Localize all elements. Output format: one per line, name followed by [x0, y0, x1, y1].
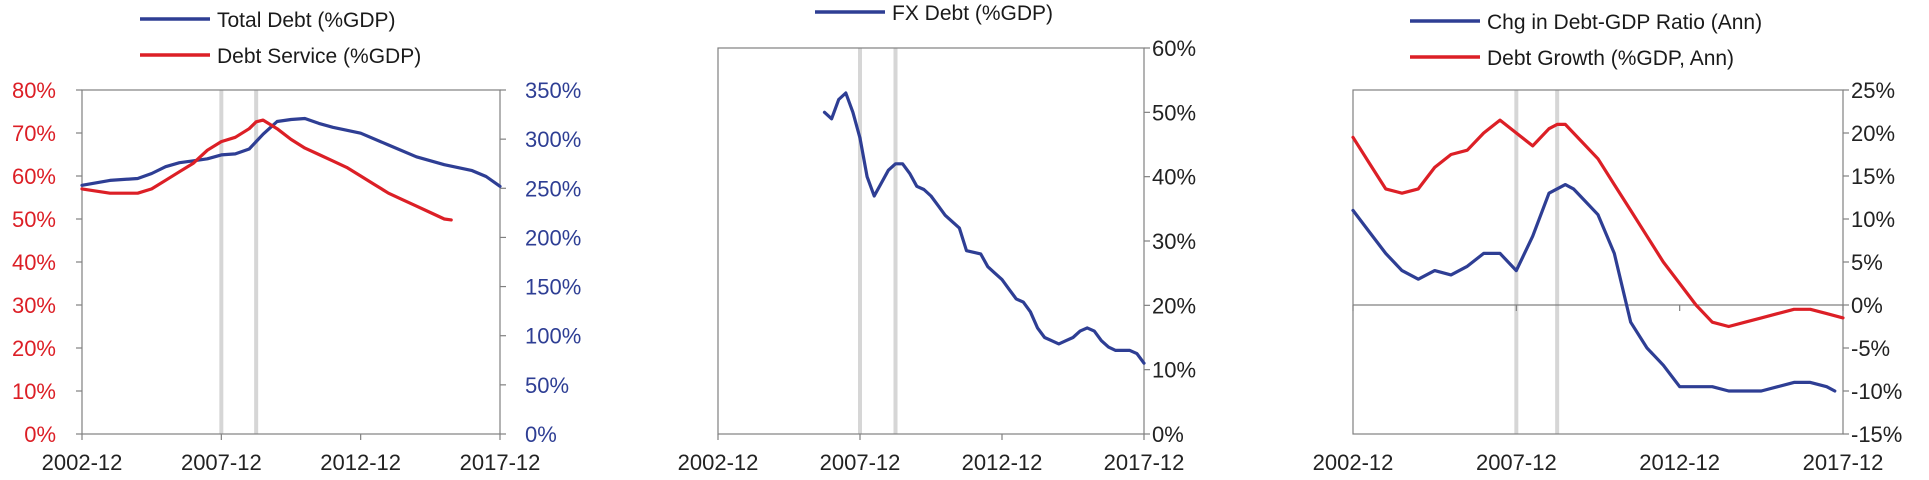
left-tick-label: 0%	[24, 422, 56, 447]
x-tick-label: 2007-12	[181, 450, 262, 475]
series-line-debt-service-gdp	[80, 118, 453, 222]
x-tick-label: 2007-12	[1476, 450, 1557, 475]
right-tick-label: 5%	[1851, 250, 1883, 275]
left-tick-label: 30%	[12, 293, 56, 318]
right-tick-label: 0%	[525, 422, 557, 447]
right-tick-label: 40%	[1152, 165, 1196, 190]
right-tick-label: 50%	[525, 373, 569, 398]
right-tick-label: -5%	[1851, 336, 1890, 361]
right-tick-label: 350%	[525, 78, 581, 103]
x-tick-label: 2002-12	[1313, 450, 1394, 475]
legend-label: FX Debt (%GDP)	[892, 2, 1053, 25]
legend-label: Debt Growth (%GDP, Ann)	[1487, 47, 1734, 70]
plot-frame	[1352, 89, 1844, 435]
plot-frame	[81, 89, 501, 435]
right-tick-label: 10%	[1851, 207, 1895, 232]
left-tick-label: 50%	[12, 207, 56, 232]
right-tick-label: 250%	[525, 176, 581, 201]
left-tick-label: 20%	[12, 336, 56, 361]
chart-panel-fx-debt: 2002-12 2007-12 2012-12 2017-12 0% 10% 20% 30% 4…	[678, 2, 1196, 475]
chart-panel-debt-change: 2002-12 2007-12 2012-12 2017-12 -15% -10% -5% 0…	[1313, 11, 1903, 475]
series-line-total-debt-gdp	[80, 116, 502, 188]
plot-frame	[717, 47, 1145, 435]
right-tick-label: 20%	[1851, 121, 1895, 146]
series-line-debt-growth-gdp-ann	[1351, 118, 1845, 329]
x-tick-label: 2002-12	[42, 450, 123, 475]
right-tick-label: 0%	[1152, 422, 1184, 447]
legend-label: Total Debt (%GDP)	[217, 9, 396, 32]
x-tick-label: 2012-12	[962, 450, 1043, 475]
left-tick-label: 80%	[12, 78, 56, 103]
right-tick-label: 300%	[525, 127, 581, 152]
series-line-chg-in-debt-gdp-ratio-ann	[1351, 183, 1837, 393]
right-tick-label: 25%	[1851, 78, 1895, 103]
x-tick-label: 2017-12	[1803, 450, 1884, 475]
legend-label: Chg in Debt-GDP Ratio (Ann)	[1487, 11, 1762, 34]
right-tick-label: 100%	[525, 324, 581, 349]
chart-panel-total-debt: 2002-12 2007-12 2012-12 2017-12 0% 10% 20% 30% 4…	[12, 9, 581, 475]
x-tick-label: 2012-12	[320, 450, 401, 475]
x-tick-label: 2017-12	[460, 450, 541, 475]
right-tick-label: 15%	[1851, 164, 1895, 189]
left-tick-label: 60%	[12, 164, 56, 189]
right-tick-label: 20%	[1152, 293, 1196, 318]
right-tick-label: 50%	[1152, 100, 1196, 125]
left-tick-label: 10%	[12, 379, 56, 404]
left-tick-label: 70%	[12, 121, 56, 146]
series-line-fx-debt-gdp	[822, 91, 1146, 365]
right-tick-label: 10%	[1152, 358, 1196, 383]
right-tick-label: 0%	[1851, 293, 1883, 318]
right-tick-label: 60%	[1152, 36, 1196, 61]
right-tick-label: 30%	[1152, 229, 1196, 254]
right-tick-label: -15%	[1851, 422, 1902, 447]
right-tick-label: -10%	[1851, 379, 1902, 404]
x-tick-label: 2007-12	[820, 450, 901, 475]
x-tick-label: 2017-12	[1104, 450, 1185, 475]
x-tick-label: 2002-12	[678, 450, 759, 475]
left-tick-label: 40%	[12, 250, 56, 275]
legend-label: Debt Service (%GDP)	[217, 45, 421, 68]
x-tick-label: 2012-12	[1639, 450, 1720, 475]
right-tick-label: 150%	[525, 275, 581, 300]
right-tick-label: 200%	[525, 225, 581, 250]
